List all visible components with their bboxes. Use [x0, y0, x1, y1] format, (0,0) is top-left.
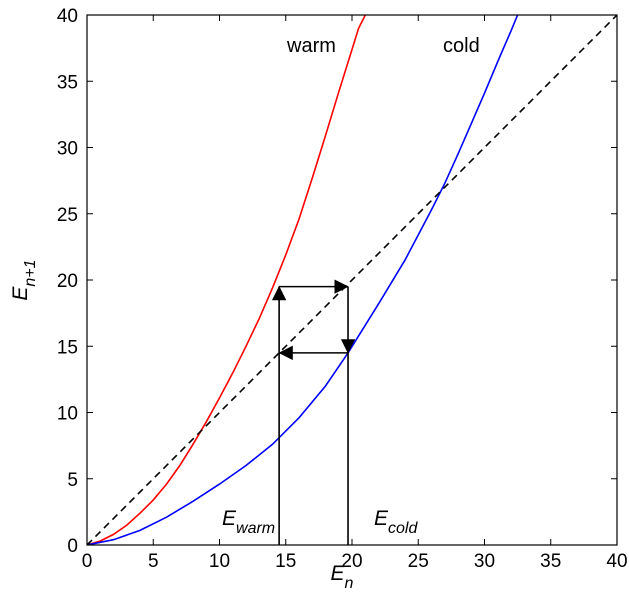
x-axis-label: En: [331, 562, 354, 592]
x-axis-ticks: 0 5 10 15 20 25 30 35 40: [82, 15, 628, 572]
e-cold-label: Ecold: [374, 507, 418, 537]
x-tick-label: 20: [341, 551, 362, 572]
x-tick-label: 25: [408, 551, 429, 572]
series-line-warm: [87, 15, 367, 545]
x-axis-label-main: E: [331, 562, 346, 585]
x-tick-label: 30: [474, 551, 495, 572]
y-tick-label: 30: [57, 139, 78, 160]
x-tick-label: 40: [606, 551, 627, 572]
y-axis-ticks: 0 5 10 15 20 25 30 35 40: [57, 6, 617, 557]
e-warm-label-main: E: [222, 507, 237, 530]
series-label-cold: cold: [443, 35, 480, 57]
x-tick-label: 35: [540, 551, 561, 572]
y-tick-label: 10: [57, 404, 78, 425]
y-tick-label: 15: [57, 337, 78, 358]
x-tick-label: 10: [209, 551, 230, 572]
cobweb-arrows: [271, 279, 356, 545]
e-warm-label: Ewarm: [222, 507, 275, 537]
y-tick-label: 0: [67, 536, 78, 557]
e-cold-label-main: E: [374, 507, 389, 530]
y-axis-label-sub: n+1: [22, 259, 39, 286]
e-cold-label-sub: cold: [388, 520, 418, 537]
plot-area: [87, 15, 617, 545]
e-warm-label-sub: warm: [236, 520, 275, 537]
y-tick-label: 5: [67, 470, 78, 491]
y-axis-label: En+1: [9, 259, 39, 300]
identity-line: [87, 15, 617, 545]
y-tick-label: 20: [57, 271, 78, 292]
x-tick-label: 0: [82, 551, 93, 572]
series-label-warm: warm: [286, 35, 336, 57]
x-tick-label: 5: [148, 551, 159, 572]
y-axis-label-main: E: [9, 286, 32, 301]
y-tick-label: 25: [57, 205, 78, 226]
x-tick-label: 15: [275, 551, 296, 572]
y-tick-label: 40: [57, 6, 78, 27]
x-axis-label-sub: n: [345, 575, 354, 592]
y-tick-label: 35: [57, 72, 78, 93]
